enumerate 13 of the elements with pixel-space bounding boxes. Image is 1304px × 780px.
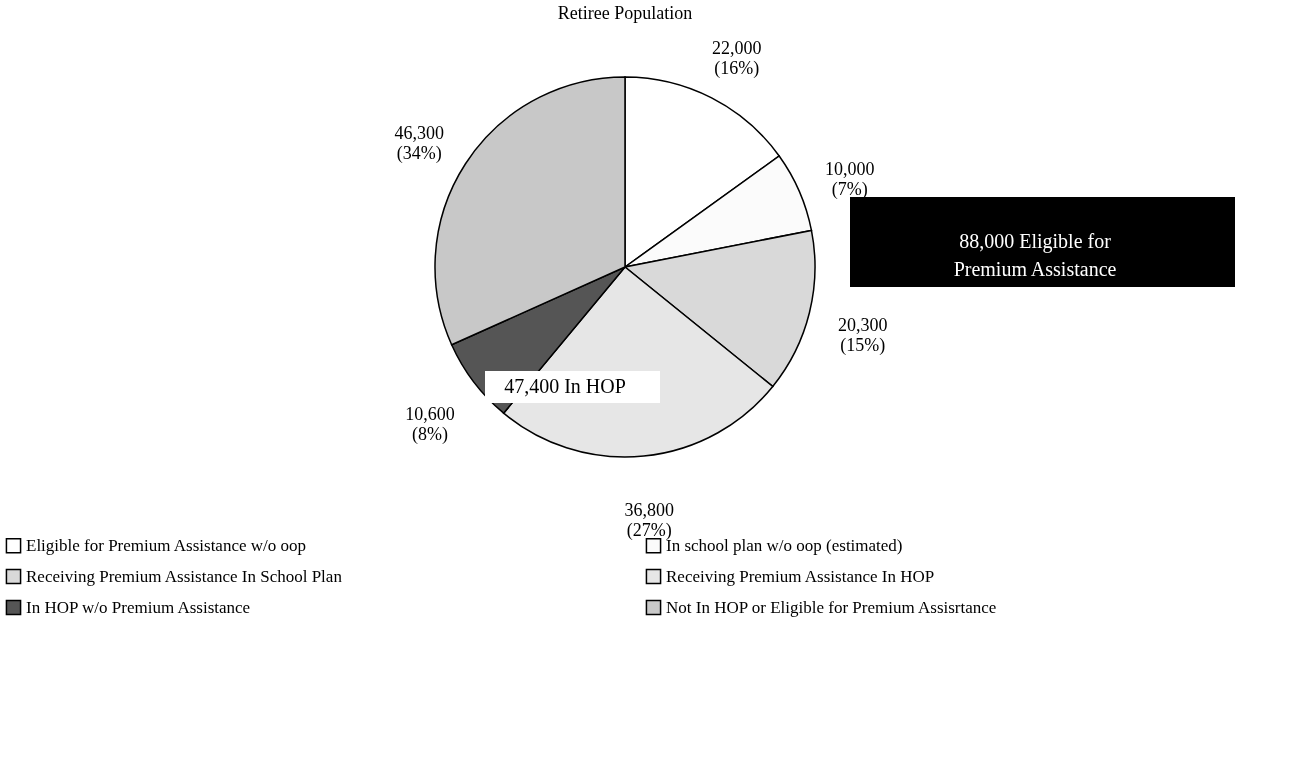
text: 47,400 In HOP (504, 375, 626, 397)
data-label: 10,600 (8%) (405, 404, 455, 446)
data-label: 20,300 (15%) (838, 314, 888, 356)
text: 88,000 Eligible for Premium Assistance (953, 230, 1117, 280)
legend-label: Receiving Premium Assistance In HOP (666, 566, 935, 586)
data-label: 10,000 (7%) (825, 158, 875, 200)
chart-title: Retiree Population (557, 3, 693, 23)
legend-label: Eligible for Premium Assistance w/o oop (26, 535, 306, 555)
legend-label: Not In HOP or Eligible for Premium Assisrtance (666, 597, 997, 617)
legend-label: Receiving Premium Assistance In School Plan (26, 566, 343, 586)
data-label: 46,300 (34%) (394, 122, 445, 164)
data-label: 22,000 (16%) (711, 37, 762, 79)
legend-label: In HOP w/o Premium Assistance (26, 597, 251, 617)
